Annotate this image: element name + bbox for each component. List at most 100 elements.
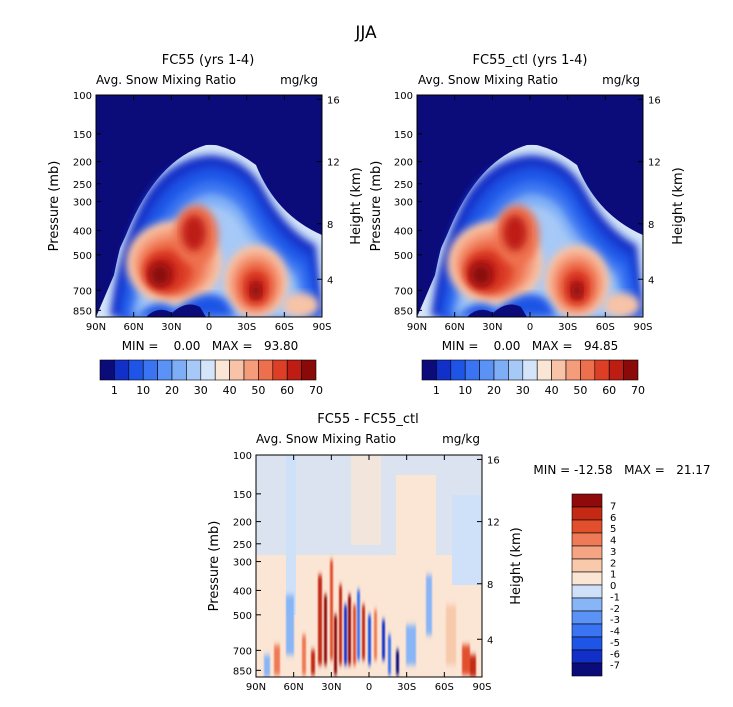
panel-subtitle-left: Avg. Snow Mixing Ratio xyxy=(418,73,558,87)
x-tick-label: 90S xyxy=(312,322,331,333)
colorbar-box xyxy=(128,359,144,381)
colorbar-box xyxy=(551,359,567,381)
colorbar-label: -7 xyxy=(610,661,620,672)
y-tick-label: 700 xyxy=(73,286,92,297)
colorbar-box xyxy=(200,359,216,381)
x-tick-label: 90N xyxy=(86,322,106,333)
colorbar-box xyxy=(186,359,202,381)
x-tick-label: 90N xyxy=(246,682,266,693)
y-tick-label: 500 xyxy=(233,611,252,622)
colorbar-box xyxy=(301,359,317,381)
colorbar-label: 3 xyxy=(610,547,616,558)
x-tick-label: 30N xyxy=(161,322,181,333)
colorbar-box xyxy=(571,584,603,599)
colorbar-box xyxy=(571,649,603,664)
y-axis-label: Pressure (mb) xyxy=(207,521,222,612)
colorbar-box xyxy=(536,359,552,381)
colorbar-box xyxy=(464,359,480,381)
colorbar-box xyxy=(286,359,302,381)
y2-tick-label: 12 xyxy=(487,518,500,529)
colorbar-label: 10 xyxy=(458,384,472,397)
colorbar-label: 5 xyxy=(610,524,616,535)
colorbar-label: -5 xyxy=(610,638,620,649)
colorbar-label: 50 xyxy=(573,384,587,397)
plot-area xyxy=(417,95,643,317)
y-tick-label: 150 xyxy=(394,130,413,141)
colorbar-box xyxy=(571,636,603,651)
x-tick-label: 60S xyxy=(435,682,454,693)
colorbar-label: 30 xyxy=(194,384,208,397)
x-tick-label: 0 xyxy=(206,322,212,333)
y-tick-label: 300 xyxy=(73,198,92,209)
x-tick-label: 90S xyxy=(472,682,491,693)
x-tick-label: 60S xyxy=(275,322,294,333)
colorbar-box xyxy=(272,359,288,381)
y-tick-label: 150 xyxy=(233,490,252,501)
y-tick-label: 850 xyxy=(73,306,92,317)
panel-subtitle-right: mg/kg xyxy=(602,73,640,87)
y2-tick-label: 12 xyxy=(327,158,340,169)
x-tick-label: 0 xyxy=(366,682,372,693)
colorbar-label: -6 xyxy=(610,649,620,660)
colorbar-box xyxy=(571,493,603,508)
colorbar-label: 40 xyxy=(223,384,237,397)
x-tick-label: 30S xyxy=(237,322,256,333)
y-axis-label: Pressure (mb) xyxy=(47,161,62,252)
colorbar-box xyxy=(608,359,624,381)
colorbar-box xyxy=(243,359,259,381)
y2-tick-label: 4 xyxy=(487,635,493,646)
colorbar-box xyxy=(214,359,230,381)
y2-tick-label: 12 xyxy=(648,158,661,169)
y2-axis-label: Height (km) xyxy=(671,167,686,244)
x-tick-label: 30S xyxy=(397,682,416,693)
colorbar-label: 50 xyxy=(251,384,265,397)
colorbar-box xyxy=(142,359,158,381)
colorbar-label: 40 xyxy=(545,384,559,397)
x-tick-label: 0 xyxy=(527,322,533,333)
colorbar-label: 60 xyxy=(280,384,294,397)
colorbar-label: 20 xyxy=(487,384,501,397)
panel-title: FC55 (yrs 1-4) xyxy=(162,53,255,68)
y2-tick-label: 4 xyxy=(648,275,654,286)
colorbar-label: 7 xyxy=(610,501,616,512)
colorbar-box xyxy=(571,558,603,573)
colorbar-label: 70 xyxy=(631,384,645,397)
colorbar-box xyxy=(436,359,452,381)
colorbar-box xyxy=(571,506,603,521)
colorbar-box xyxy=(623,359,639,381)
panel-title: FC55_ctl (yrs 1-4) xyxy=(473,53,588,68)
colorbar-box xyxy=(571,571,603,586)
colorbar-box xyxy=(571,597,603,612)
x-tick-label: 30S xyxy=(558,322,577,333)
colorbar-box xyxy=(571,623,603,638)
colorbar-label: 2 xyxy=(610,558,616,569)
plot-area xyxy=(256,455,482,677)
panel-subtitle-left: Avg. Snow Mixing Ratio xyxy=(256,432,396,446)
colorbar-label: -3 xyxy=(610,615,620,626)
colorbar-box xyxy=(114,359,130,381)
colorbar-box xyxy=(565,359,581,381)
colorbar-box xyxy=(450,359,466,381)
x-tick-label: 60N xyxy=(124,322,144,333)
colorbar-label: 0 xyxy=(610,581,616,592)
colorbar-label: 30 xyxy=(516,384,530,397)
panel-subtitle-right: mg/kg xyxy=(280,73,318,87)
y-tick-label: 300 xyxy=(394,198,413,209)
colorbar-box xyxy=(508,359,524,381)
colorbar-box xyxy=(580,359,596,381)
y2-tick-label: 8 xyxy=(327,220,333,231)
y-tick-label: 250 xyxy=(73,180,92,191)
colorbar-label: 1 xyxy=(111,384,118,397)
colorbar-box xyxy=(421,359,437,381)
y2-tick-label: 16 xyxy=(327,95,340,106)
y-tick-label: 250 xyxy=(233,540,252,551)
panel-fc55: FC55 (yrs 1-4) Avg. Snow Mixing Ratio mg… xyxy=(47,53,364,397)
colorbar-box xyxy=(258,359,274,381)
colorbar-label: 1 xyxy=(433,384,440,397)
y-tick-label: 400 xyxy=(73,226,92,237)
min-max-stats: MIN = 0.00 MAX = 94.85 xyxy=(442,339,619,353)
y-tick-label: 400 xyxy=(233,586,252,597)
colorbar-box xyxy=(594,359,610,381)
y2-axis-label: Height (km) xyxy=(349,167,364,244)
